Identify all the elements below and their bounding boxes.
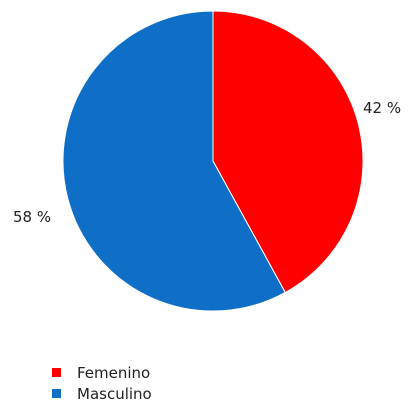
legend-label-masculino: Masculino	[77, 384, 152, 403]
legend-item-femenino: Femenino	[52, 362, 152, 383]
data-label-masculino: 58 %	[13, 208, 51, 226]
legend-swatch-masculino	[52, 389, 61, 398]
legend-item-masculino: Masculino	[52, 383, 152, 404]
legend-label-femenino: Femenino	[77, 363, 151, 382]
legend: Femenino Masculino	[52, 362, 152, 404]
pie-slice-femenino	[212, 10, 364, 294]
pie-slice-masculino	[62, 10, 286, 312]
pie-slices	[62, 10, 364, 312]
data-label-femenino: 42 %	[363, 99, 401, 117]
legend-swatch-femenino	[52, 368, 61, 377]
